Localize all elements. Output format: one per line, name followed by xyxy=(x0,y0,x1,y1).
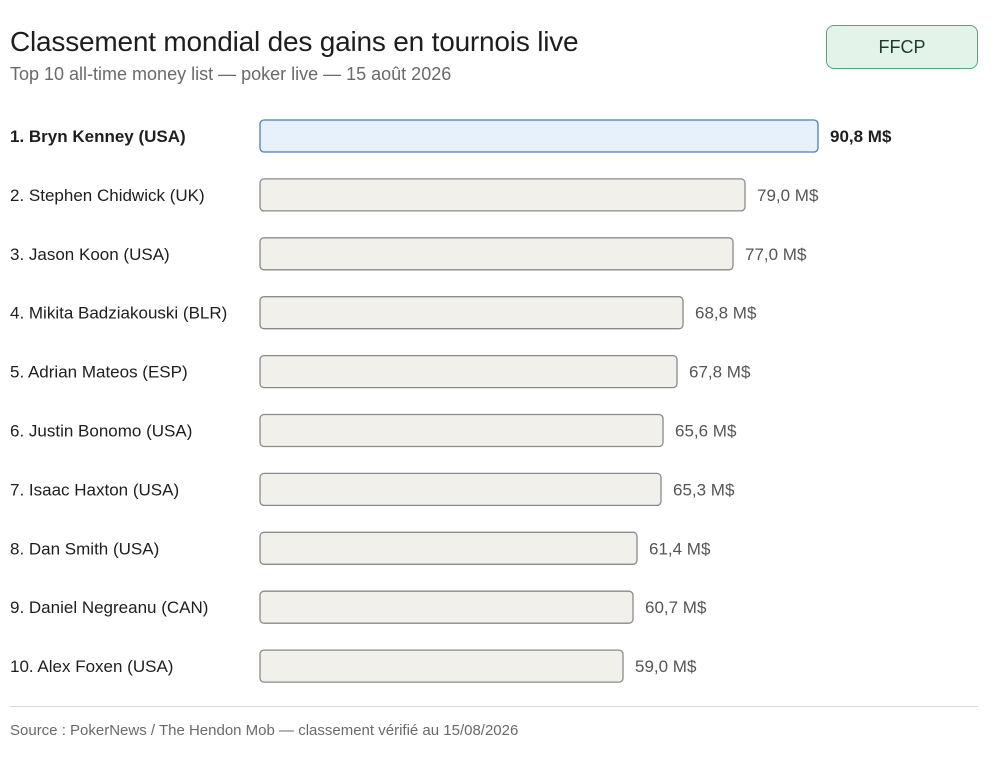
category-label: 7. Isaac Haxton (USA) xyxy=(10,480,179,499)
value-label: 77,0 M$ xyxy=(745,245,807,264)
category-label: 5. Adrian Mateos (ESP) xyxy=(10,363,188,382)
category-label: 10. Alex Foxen (USA) xyxy=(10,657,173,676)
chart-title: Classement mondial des gains en tournois… xyxy=(10,26,579,57)
source-note: Source : PokerNews / The Hendon Mob — cl… xyxy=(10,722,519,739)
bar-highlighted xyxy=(259,119,819,153)
value-label: 60,7 M$ xyxy=(645,598,707,617)
bar xyxy=(259,237,734,271)
value-label: 90,8 M$ xyxy=(830,127,892,146)
bar xyxy=(259,590,634,624)
value-label: 79,0 M$ xyxy=(757,186,819,205)
category-label: 8. Dan Smith (USA) xyxy=(10,539,159,558)
bar xyxy=(259,531,638,565)
bar xyxy=(259,296,684,330)
value-label: 67,8 M$ xyxy=(689,363,751,382)
value-label: 61,4 M$ xyxy=(649,539,711,558)
footer-divider xyxy=(10,706,978,707)
category-label: 6. Justin Bonomo (USA) xyxy=(10,422,192,441)
ffcp-badge: FFCP xyxy=(826,25,978,69)
bar-chart: 1. Bryn Kenney (USA) 90,8 M$ 2. Stephen Ch… xyxy=(10,119,892,683)
category-label: 1. Bryn Kenney (USA) xyxy=(10,127,186,146)
bar xyxy=(259,354,678,389)
category-label: 4. Mikita Badziakouski (BLR) xyxy=(10,304,227,323)
category-label: 3. Jason Koon (USA) xyxy=(10,245,170,264)
bar xyxy=(259,472,662,507)
bar xyxy=(259,178,746,212)
value-label: 65,6 M$ xyxy=(675,422,737,441)
bar xyxy=(259,413,664,448)
category-label: 2. Stephen Chidwick (UK) xyxy=(10,186,205,205)
category-label: 9. Daniel Negreanu (CAN) xyxy=(10,598,208,617)
value-label: 68,8 M$ xyxy=(695,304,757,323)
bar xyxy=(259,649,624,683)
chart-subtitle: Top 10 all-time money list — poker live … xyxy=(10,64,452,84)
value-label: 65,3 M$ xyxy=(673,480,735,499)
value-label: 59,0 M$ xyxy=(635,657,697,676)
